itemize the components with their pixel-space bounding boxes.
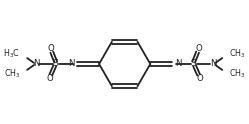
Text: O: O [46,74,53,83]
Text: N: N [33,60,39,68]
Text: O: O [196,74,203,83]
Text: S: S [191,60,197,68]
Text: N: N [175,60,182,68]
Text: O: O [47,44,54,53]
Text: O: O [195,44,202,53]
Text: N: N [210,60,217,68]
Text: S: S [53,60,59,68]
Text: CH$_3$: CH$_3$ [229,48,246,60]
Text: N: N [68,60,74,68]
Text: CH$_3$: CH$_3$ [229,68,246,80]
Text: H$_3$C: H$_3$C [3,48,20,60]
Text: CH$_3$: CH$_3$ [4,68,20,80]
